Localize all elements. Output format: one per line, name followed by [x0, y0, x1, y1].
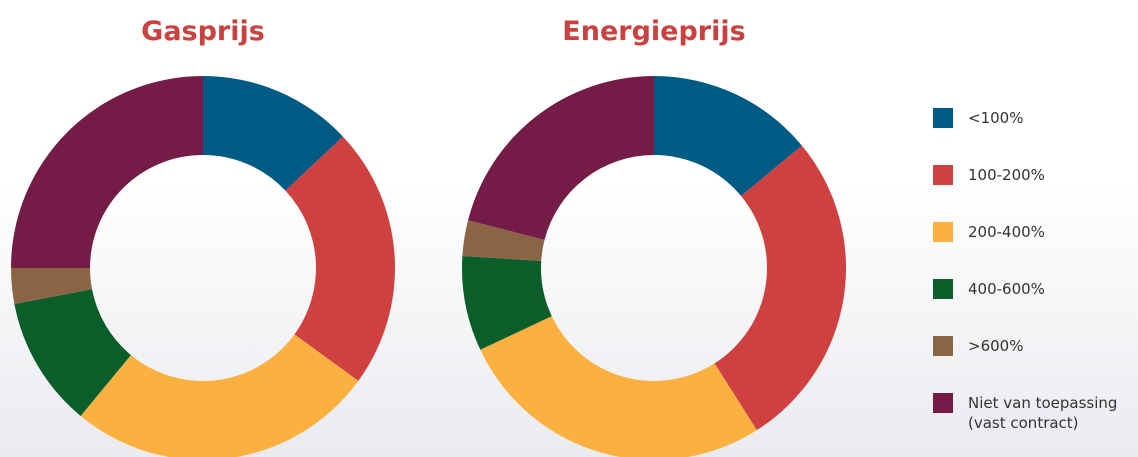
donut-slice: [468, 76, 654, 240]
legend-swatch: [933, 336, 953, 356]
legend-item: 200-400%: [933, 222, 1128, 242]
legend-item: 400-600%: [933, 279, 1128, 299]
legend-swatch: [933, 279, 953, 299]
donut-slice: [11, 76, 203, 268]
legend-label: Niet van toepassing (vast contract): [968, 394, 1118, 432]
legend-label: <100%: [968, 109, 1024, 127]
donut-slice: [462, 220, 545, 261]
legend-swatch: [933, 222, 953, 242]
donut-slice: [285, 136, 395, 381]
donut-slice: [654, 76, 802, 196]
legend-item: <100%: [933, 108, 1128, 128]
chart-title: Gasprijs: [141, 16, 265, 47]
donut-slice: [203, 76, 343, 191]
legend-swatch: [933, 165, 953, 185]
donut-slice: [714, 145, 847, 431]
donut-slice: [480, 316, 757, 457]
chart-title: Energieprijs: [562, 16, 745, 47]
legend-label: 400-600%: [968, 280, 1045, 298]
legend-label: 100-200%: [968, 166, 1045, 184]
legend-item: >600%: [933, 336, 1128, 356]
donut-slice: [11, 268, 93, 304]
donut-slice: [80, 334, 359, 457]
donut-slice: [14, 289, 131, 416]
legend-label: 200-400%: [968, 223, 1045, 241]
legend-item: Niet van toepassing (vast contract): [933, 393, 1128, 433]
legend-swatch: [933, 393, 953, 413]
donut-slice: [461, 255, 552, 350]
legend-item: 100-200%: [933, 165, 1128, 185]
legend-label: >600%: [968, 337, 1024, 355]
legend-swatch: [933, 108, 953, 128]
